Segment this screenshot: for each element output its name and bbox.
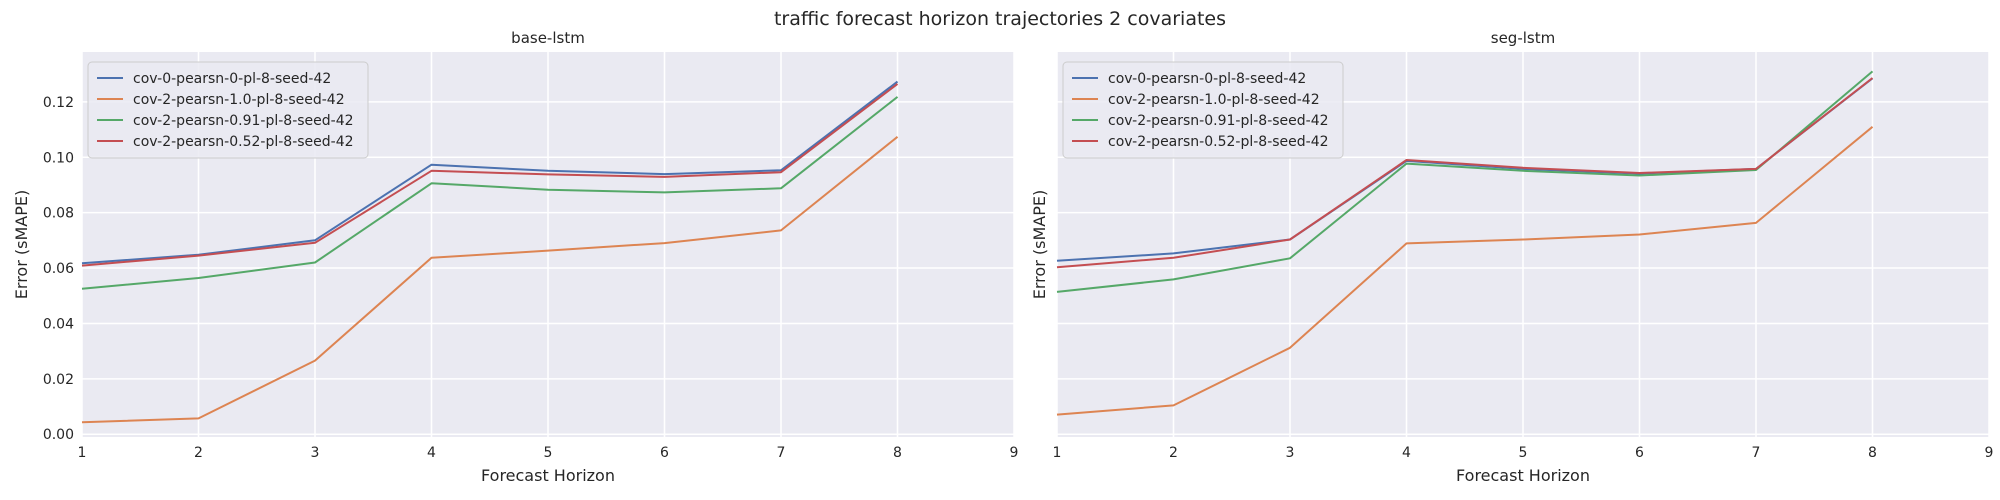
x-tick-label: 5	[1519, 445, 1528, 461]
series-line-cov-2-pearsn-0-52-pl-8-seed-42	[81, 83, 899, 267]
x-tick-label: 4	[427, 445, 436, 461]
legend-label: cov-2-pearsn-0.52-pl-8-seed-42	[1108, 134, 1329, 150]
series-line-cov-0-pearsn-0-pl-8-seed-42	[81, 80, 899, 265]
series-line-cov-2-pearsn-0-91-pl-8-seed-42	[1056, 70, 1874, 293]
x-tick-label: 3	[1286, 445, 1295, 461]
legend-label: cov-2-pearsn-1.0-pl-8-seed-42	[133, 92, 345, 108]
legend-label: cov-0-pearsn-0-pl-8-seed-42	[133, 71, 331, 87]
subplot-seg-lstm: 1 2 3 4 5 6 7 8 9 seg-lstm Forecast Horizon Error (…	[1030, 29, 1993, 485]
series-line-cov-2-pearsn-0-52-pl-8-seed-42	[1056, 77, 1874, 269]
x-tick-label: 1	[78, 445, 87, 461]
x-tick-label: 9	[1985, 445, 1994, 461]
x-axis-label: Forecast Horizon	[481, 466, 615, 485]
x-tick-label: 8	[893, 445, 902, 461]
x-tick-label: 2	[1169, 445, 1178, 461]
legend-label: cov-2-pearsn-0.91-pl-8-seed-42	[133, 113, 354, 129]
x-tick-label: 9	[1010, 445, 1019, 461]
y-tick-label: 0.00	[43, 427, 74, 443]
x-tick-label: 4	[1402, 445, 1411, 461]
figure-title: traffic forecast horizon trajectories 2 …	[774, 8, 1226, 30]
y-tick-label: 0.08	[43, 206, 74, 222]
legend-label: cov-2-pearsn-0.91-pl-8-seed-42	[1108, 113, 1329, 129]
y-axis-label: Error (sMAPE)	[1030, 190, 1049, 299]
x-tick-label: 8	[1868, 445, 1877, 461]
y-tick-label: 0.10	[43, 150, 74, 166]
x-tick-label: 5	[544, 445, 553, 461]
y-tick-label: 0.12	[43, 95, 74, 111]
x-axis-label: Forecast Horizon	[1456, 466, 1590, 485]
legend-box	[1062, 61, 1344, 159]
subplot-title: seg-lstm	[1491, 29, 1555, 47]
y-tick-label: 0.06	[43, 261, 74, 277]
legend-label: cov-2-pearsn-0.52-pl-8-seed-42	[133, 134, 354, 150]
x-tick-label: 1	[1053, 445, 1062, 461]
subplot-base-lstm: 0.00 0.02 0.04 0.06 0.08 0.10 0.12 1 2 3 4 5 6 7 8 9 bas…	[12, 29, 1018, 485]
x-tick-label: 7	[777, 445, 786, 461]
subplot-title: base-lstm	[511, 29, 585, 47]
x-tick-label: 3	[311, 445, 320, 461]
x-tick-label: 7	[1752, 445, 1761, 461]
y-tick-label: 0.04	[43, 316, 74, 332]
series-line-cov-2-pearsn-0-91-pl-8-seed-42	[81, 96, 899, 290]
x-tick-label: 6	[660, 445, 669, 461]
x-tick-label: 2	[194, 445, 203, 461]
x-tick-label: 6	[1635, 445, 1644, 461]
y-tick-label: 0.02	[43, 372, 74, 388]
legend-label: cov-0-pearsn-0-pl-8-seed-42	[1108, 71, 1306, 87]
series-line-cov-2-pearsn-1-0-pl-8-seed-42	[81, 136, 899, 424]
legend-box	[87, 61, 369, 159]
legend-label: cov-2-pearsn-1.0-pl-8-seed-42	[1108, 92, 1320, 108]
y-axis-label: Error (sMAPE)	[12, 190, 31, 299]
series-line-cov-2-pearsn-1-0-pl-8-seed-42	[1056, 126, 1874, 416]
